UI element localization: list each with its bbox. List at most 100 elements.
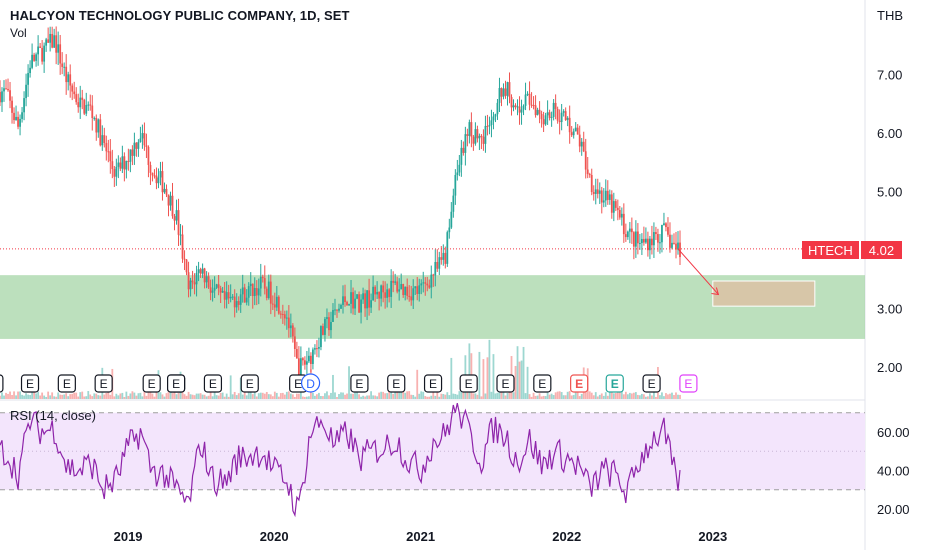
candle-body [27,73,29,85]
volume-bar [342,392,344,399]
price-pane[interactable] [0,0,865,400]
earnings-marker-badge[interactable] [570,374,589,393]
volume-bar [536,395,539,399]
candle-body [348,303,350,306]
volume-bar [301,396,304,399]
earnings-marker-badge[interactable] [387,374,406,393]
volume-bar [488,339,491,399]
candle-body [35,54,38,61]
candle-body [167,194,170,206]
earnings-marker[interactable]: E [679,374,698,393]
earnings-marker-badge[interactable] [496,374,515,393]
candle-body [129,149,132,162]
volume-bar [141,396,144,399]
candle-body [59,44,62,64]
earnings-marker-badge[interactable] [167,374,186,393]
candle-body [79,97,82,108]
earnings-marker[interactable]: E [496,374,515,393]
candle-body [45,39,48,46]
event-marker-label: E [684,377,692,391]
earnings-marker[interactable]: E [167,374,186,393]
volume-bar [442,394,445,399]
volume-bar [669,393,671,399]
earnings-marker[interactable]: E [533,374,552,393]
volume-bar [332,374,334,399]
earnings-marker[interactable]: E [459,374,478,393]
volume-bar [624,391,627,399]
candle-body [374,286,377,295]
candle-body [522,105,525,110]
volume-bar [518,361,521,399]
earnings-marker-badge[interactable] [423,374,443,393]
earnings-marker[interactable]: E [57,374,76,393]
earnings-marker-badge[interactable] [350,374,369,393]
earnings-marker[interactable]: E [387,374,406,393]
volume-bar [412,394,415,399]
earnings-marker-badge[interactable] [20,374,40,393]
candle-body [237,301,240,305]
event-marker-label: E [63,377,71,391]
candle-body [7,88,9,91]
candle-body [227,292,230,299]
candle-body [328,317,330,331]
earnings-marker-badge[interactable] [605,374,624,393]
earnings-marker[interactable]: E [423,374,443,393]
candle-body [299,358,302,380]
volume-bar [245,395,248,399]
target-zone[interactable] [712,280,816,307]
earnings-marker-badge[interactable] [533,374,552,393]
volume-bar [163,396,166,399]
candle-body [632,232,635,247]
candle-body [468,122,471,136]
volume-bar [422,391,425,399]
candle-body [378,291,381,299]
candle-body [538,109,541,114]
earnings-marker-badge[interactable] [94,374,113,393]
earnings-marker-badge[interactable] [459,374,478,393]
earnings-marker-badge[interactable] [642,374,661,393]
volume-bar [193,395,196,399]
earnings-marker-badge[interactable] [0,374,4,393]
candle-body [69,74,72,86]
candle-body [97,119,100,133]
candle-body [183,258,186,260]
volume-bar [271,396,274,399]
earnings-marker[interactable]: E [350,374,369,393]
earnings-marker-badge[interactable] [679,374,698,393]
candle-body [366,290,368,309]
earnings-marker[interactable]: E [642,374,661,393]
volume-bar [508,391,511,399]
earnings-marker[interactable]: E [142,374,161,393]
volume-bar [568,391,571,399]
earnings-marker[interactable]: E [605,374,624,393]
earnings-marker-badge[interactable] [57,374,76,393]
volume-bar [45,396,48,399]
earnings-marker[interactable]: E [20,374,40,393]
earnings-marker-badge[interactable] [142,374,161,393]
volume-bar [324,393,326,399]
earnings-marker[interactable]: E [94,374,113,393]
candle-body [287,317,290,329]
event-marker-label: E [575,377,583,391]
event-marker-label: E [294,377,302,391]
candle-body [610,194,613,213]
candle-body [338,308,340,311]
earnings-marker-badge[interactable] [240,374,259,393]
volume-bar [675,392,677,399]
volume-bar [512,392,515,399]
dividend-marker[interactable]: D [300,373,321,393]
volume-bar [265,391,268,399]
volume-bar [514,365,517,399]
candle-body [628,228,631,232]
earnings-marker[interactable]: E [203,374,223,393]
earnings-marker-badge[interactable] [203,374,223,393]
volume-bar [432,391,435,399]
dividend-marker-badge[interactable] [300,373,321,393]
earnings-marker[interactable]: E [570,374,589,393]
time-axis-tick: 2019 [114,529,143,544]
earnings-marker[interactable]: E [240,374,259,393]
earnings-marker[interactable]: E [0,374,4,393]
candle-body [438,257,441,269]
